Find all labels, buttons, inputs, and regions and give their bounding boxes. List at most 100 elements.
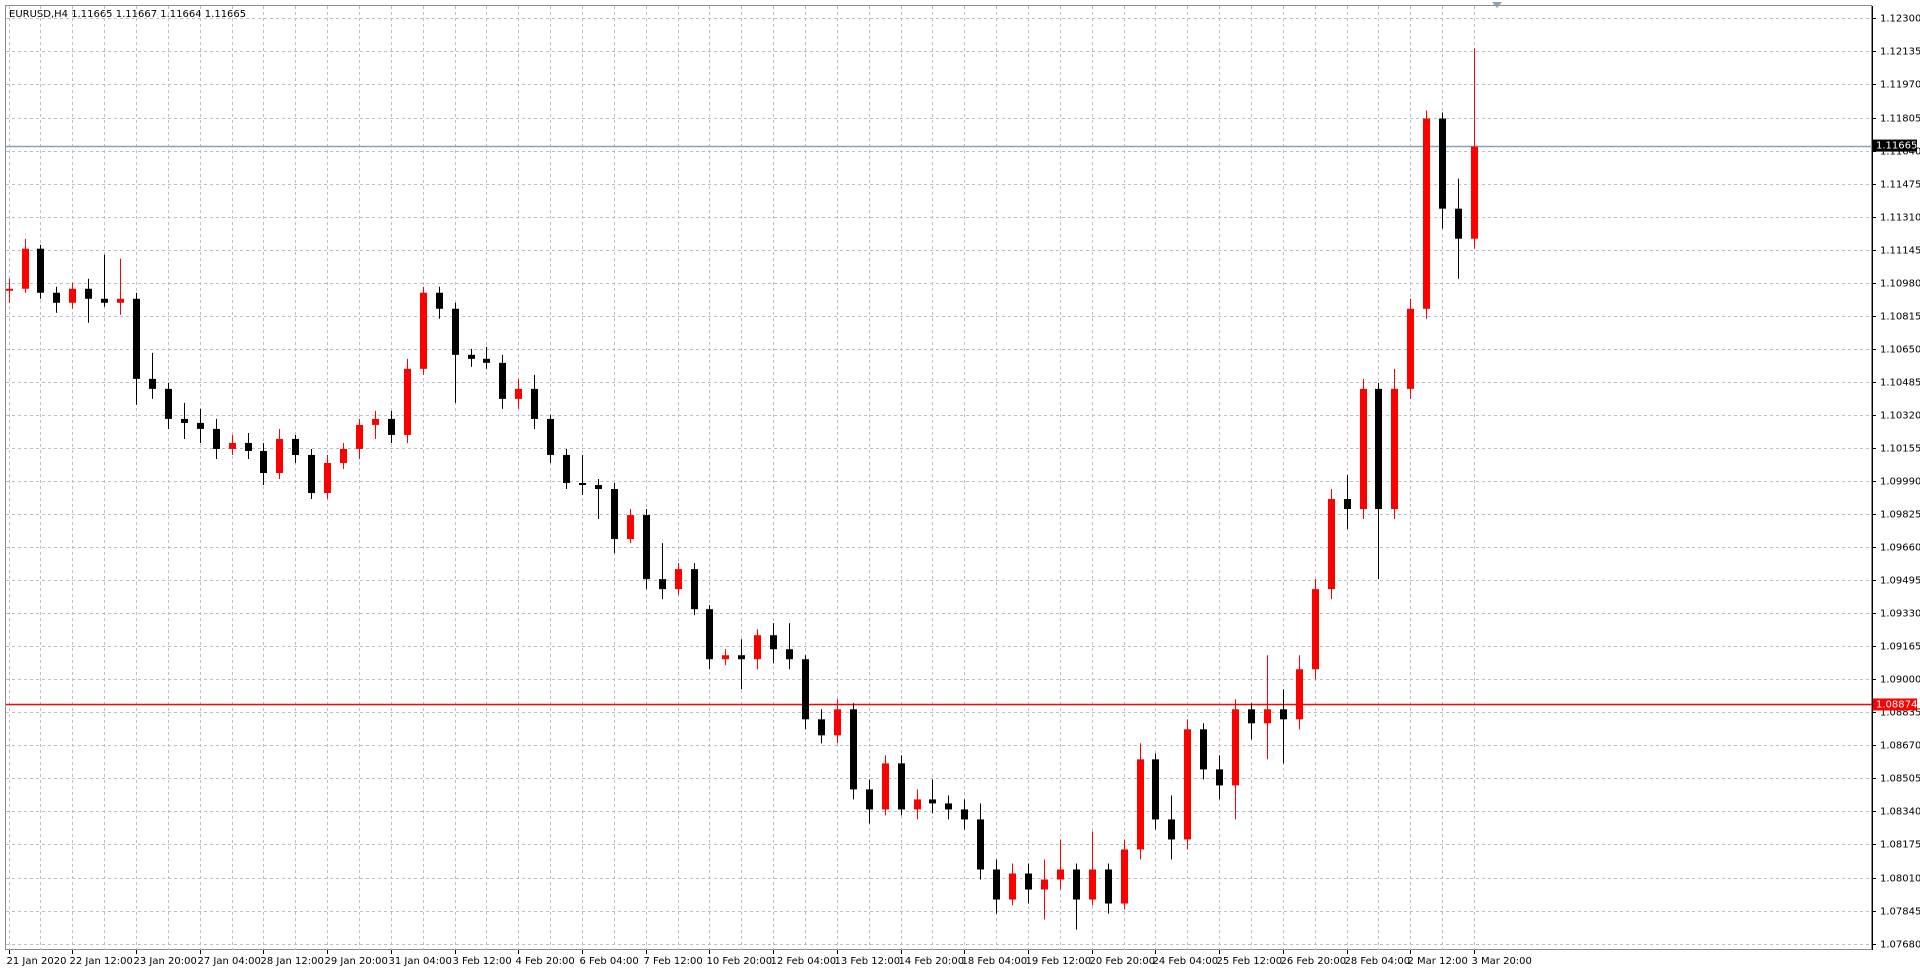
candle-body	[1168, 819, 1175, 840]
candle-body	[547, 418, 554, 455]
candle-body	[117, 298, 124, 303]
x-tick-label: 3 Mar 20:00	[1472, 956, 1532, 967]
price-label-bg	[1873, 698, 1917, 711]
candle-body	[356, 424, 363, 449]
candle-body	[404, 368, 411, 435]
y-tick-label: 1.08175	[1880, 840, 1920, 851]
candle-body	[961, 809, 968, 820]
candle-body	[611, 489, 618, 540]
x-tick-label: 18 Feb 04:00	[962, 956, 1028, 967]
candle-body	[659, 579, 666, 590]
candle-body	[914, 799, 921, 810]
y-tick-label: 1.09000	[1880, 675, 1920, 686]
y-tick-label: 1.10980	[1880, 279, 1920, 290]
x-tick-label: 21 Jan 2020	[7, 956, 67, 967]
candle-body	[1041, 879, 1048, 890]
candle-body	[1264, 709, 1271, 724]
chart-title: EURUSD,H4 1.11665 1.11667 1.11664 1.1166…	[9, 9, 246, 20]
shift-marker[interactable]	[1492, 2, 1502, 8]
candle-body	[308, 454, 315, 494]
y-tick-label: 1.07845	[1880, 907, 1920, 918]
candles	[6, 48, 1478, 930]
candle-body	[388, 418, 395, 435]
x-tick-label: 6 Feb 04:00	[580, 956, 639, 967]
x-tick-label: 3 Feb 12:00	[453, 956, 512, 967]
y-tick-label: 1.08340	[1880, 807, 1920, 818]
candle-body	[929, 799, 936, 804]
candle-body	[499, 362, 506, 399]
y-tick-label: 1.09825	[1880, 510, 1920, 521]
y-tick-label: 1.10485	[1880, 378, 1920, 389]
candle-body	[372, 418, 379, 425]
candle-body	[324, 462, 331, 494]
x-tick-label: 23 Jan 20:00	[134, 956, 197, 967]
y-tick-label: 1.08505	[1880, 774, 1920, 785]
x-tick-label: 7 Feb 12:00	[644, 956, 703, 967]
y-tick-label: 1.09660	[1880, 543, 1920, 554]
candle-body	[340, 448, 347, 463]
y-tick-label: 1.08010	[1880, 874, 1920, 885]
candle-body	[1439, 118, 1446, 209]
candle-body	[133, 298, 140, 379]
candle-body	[1248, 709, 1255, 724]
candle-body	[420, 292, 427, 369]
x-tick-label: 14 Feb 20:00	[899, 956, 965, 967]
y-tick-label: 1.08670	[1880, 741, 1920, 752]
y-tick-label: 1.11145	[1880, 246, 1920, 257]
price-label: 1.08874	[1876, 699, 1917, 710]
candle-body	[1391, 388, 1398, 510]
x-tick-label: 25 Feb 12:00	[1217, 956, 1283, 967]
candle-body	[468, 354, 475, 359]
x-tick-label: 29 Jan 20:00	[325, 956, 388, 967]
candle-body	[898, 763, 905, 810]
candle-body	[738, 655, 745, 660]
price-label-bg	[1873, 139, 1917, 152]
candle-body	[818, 719, 825, 736]
y-tick-label: 1.10815	[1880, 312, 1920, 323]
candle-body	[1280, 709, 1287, 720]
candle-body	[149, 378, 156, 389]
candle-body	[276, 438, 283, 473]
candle-body	[1200, 729, 1207, 770]
candle-body	[1328, 499, 1335, 590]
candle-body	[260, 450, 267, 473]
x-tick-label: 19 Feb 12:00	[1026, 956, 1092, 967]
candle-body	[643, 515, 650, 580]
candle-body	[213, 428, 220, 449]
candle-body	[101, 298, 108, 303]
candle-body	[1025, 873, 1032, 890]
candle-body	[706, 609, 713, 660]
candle-body	[1121, 849, 1128, 904]
candle-body	[770, 635, 777, 650]
candle-body	[786, 649, 793, 660]
candle-body	[1057, 869, 1064, 880]
candle-body	[1105, 869, 1112, 904]
x-tick-label: 26 Feb 20:00	[1281, 956, 1347, 967]
candle-body	[802, 659, 809, 720]
candle-body	[977, 819, 984, 870]
candle-body	[691, 569, 698, 610]
candle-body	[1184, 729, 1191, 840]
candle-body	[1407, 308, 1414, 389]
x-tick-label: 27 Jan 04:00	[198, 956, 261, 967]
plot-frame	[5, 5, 1872, 950]
y-tick-label: 1.12135	[1880, 47, 1920, 58]
candle-body	[197, 422, 204, 429]
y-tick-label: 1.10155	[1880, 444, 1920, 455]
x-tick-label: 28 Feb 04:00	[1345, 956, 1411, 967]
candle-body	[1232, 709, 1239, 786]
candle-body	[452, 308, 459, 355]
y-tick-label: 1.10320	[1880, 411, 1920, 422]
candle-body	[595, 485, 602, 490]
candle-body	[1296, 669, 1303, 720]
candle-body	[515, 388, 522, 399]
x-tick-label: 10 Feb 20:00	[707, 956, 773, 967]
candle-body	[1360, 388, 1367, 510]
candle-body	[6, 288, 13, 291]
candle-body	[53, 292, 60, 303]
x-tick-label: 20 Feb 20:00	[1090, 956, 1156, 967]
y-tick-label: 1.09165	[1880, 642, 1920, 653]
candle-body	[229, 442, 236, 449]
x-tick-label: 4 Feb 20:00	[516, 956, 575, 967]
candle-body	[245, 442, 252, 451]
